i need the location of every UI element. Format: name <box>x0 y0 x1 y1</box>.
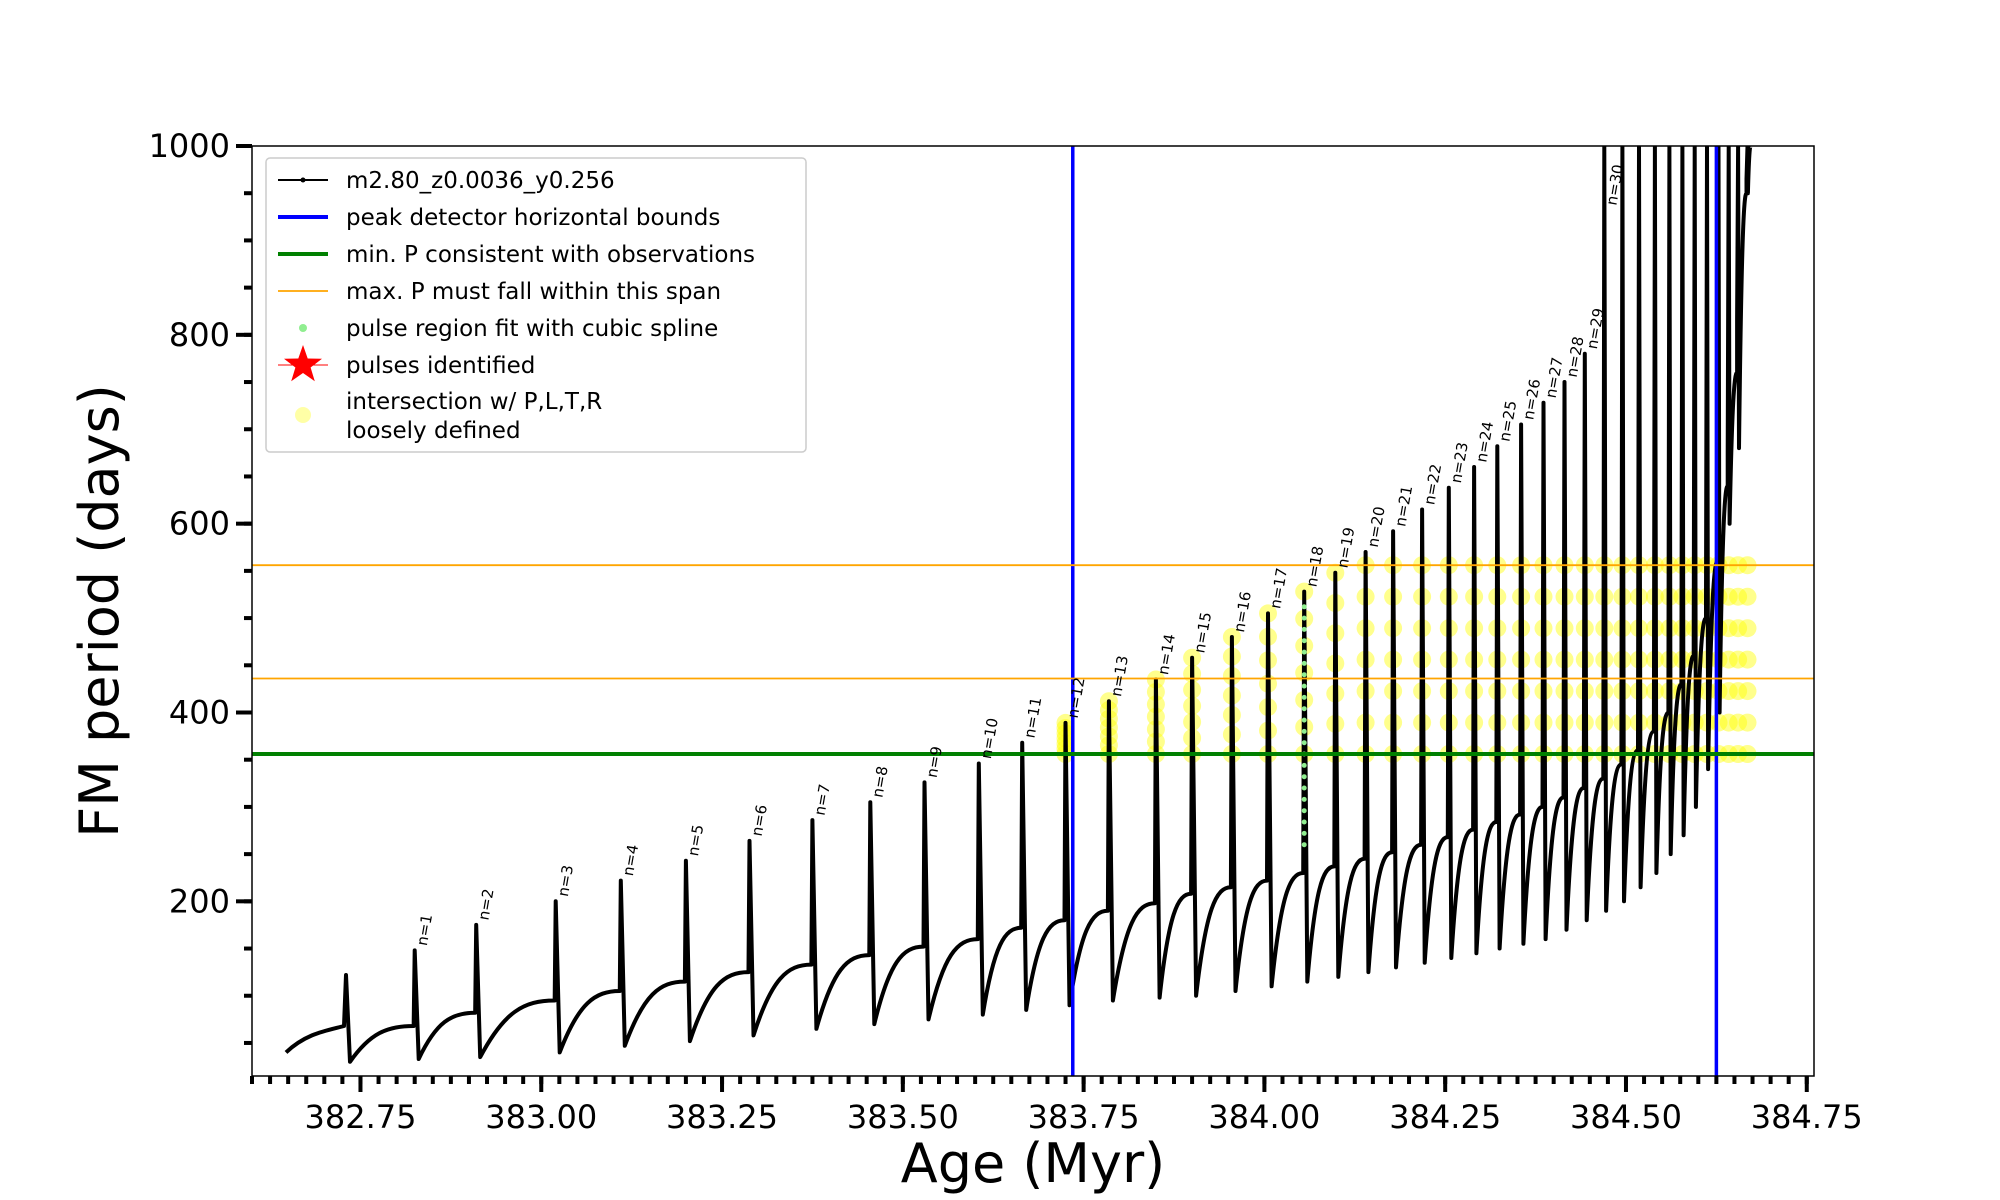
track-line <box>284 146 1753 1064</box>
loose-intersection-dot <box>1719 650 1738 669</box>
spline-fit-point <box>1301 672 1307 678</box>
y-axis-title: FM period (days) <box>68 384 131 838</box>
spline-fit-point <box>1301 762 1307 768</box>
reference-lines-layer <box>252 146 1814 1076</box>
x-tick-label: 383.50 <box>847 1098 959 1136</box>
spline-layer <box>1301 604 1307 848</box>
spline-fit-point <box>1301 728 1307 734</box>
pulse-label: n=5 <box>684 823 707 857</box>
loose-intersection-dot <box>1738 682 1757 701</box>
spline-fit-point <box>1301 706 1307 712</box>
spline-fit-point <box>1301 626 1307 632</box>
loose-intersection-dot <box>1729 650 1748 669</box>
spline-fit-point <box>1301 694 1307 700</box>
x-tick-label: 383.00 <box>485 1098 597 1136</box>
loose-intersection-dot <box>1729 682 1748 701</box>
legend-label: min. P consistent with observations <box>346 242 755 268</box>
spline-fit-point <box>1301 830 1307 836</box>
pulse-label: n=1 <box>413 913 436 947</box>
x-tick-label: 384.75 <box>1751 1098 1863 1136</box>
x-tick-label: 384.00 <box>1208 1098 1320 1136</box>
spline-fit-point <box>1301 785 1307 791</box>
legend-label: max. P must fall within this span <box>346 279 721 305</box>
loose-intersection-dot <box>1719 619 1738 638</box>
pulse-label: n=9 <box>923 745 946 779</box>
legend-box <box>265 157 807 453</box>
spline-fit-point <box>1301 615 1307 621</box>
y-tick-label: 600 <box>169 505 230 543</box>
loose-intersection-dot <box>1738 650 1757 669</box>
spline-fit-point <box>1301 683 1307 689</box>
y-tick-label: 800 <box>169 316 230 354</box>
loose-intersection-dot <box>1738 713 1757 732</box>
loose-intersection-dot <box>1719 682 1738 701</box>
pulse-label: n=4 <box>619 843 642 877</box>
x-axis-title: Age (Myr) <box>901 1132 1166 1195</box>
loose-intersection-dot <box>1719 587 1738 606</box>
legend-label: peak detector horizontal bounds <box>346 205 720 231</box>
spline-fit-point <box>1301 808 1307 814</box>
spline-fit-point <box>1301 649 1307 655</box>
loose-intersection-dot <box>1709 713 1728 732</box>
loose-intersection-dot <box>1729 587 1748 606</box>
spline-fit-point <box>1301 819 1307 825</box>
spline-fit-point <box>1301 717 1307 723</box>
legend-label: pulses identified <box>346 353 535 379</box>
legend-handle-dot <box>299 324 307 332</box>
pulse-label: n=7 <box>811 783 834 817</box>
plot-frame <box>251 145 1815 1077</box>
pulse-label: n=3 <box>554 864 577 898</box>
y-tick-label: 400 <box>169 693 230 731</box>
pulse-label: n=8 <box>869 765 892 799</box>
x-tick-label: 384.50 <box>1570 1098 1682 1136</box>
legend-handle-track-marker <box>300 177 306 183</box>
loose-intersection-dot <box>1719 713 1738 732</box>
x-tick-label: 383.25 <box>666 1098 778 1136</box>
legend-label: loosely defined <box>346 418 521 444</box>
spline-fit-point <box>1301 604 1307 610</box>
spline-fit-point <box>1301 638 1307 644</box>
spline-fit-point <box>1301 796 1307 802</box>
spline-fit-point <box>1301 740 1307 746</box>
loose-intersection-dot <box>1729 619 1748 638</box>
y-tick-label: 1000 <box>149 127 230 165</box>
loose-intersection-dot <box>1738 619 1757 638</box>
x-tick-label: 382.75 <box>304 1098 416 1136</box>
axes-layer: 382.75 383.00 383.25 383.50 383.75 384.00 384.… <box>149 127 1863 1136</box>
track-layer <box>284 146 1753 1064</box>
legend-label: m2.80_z0.0036_y0.256 <box>346 168 615 194</box>
x-tick-label: 384.25 <box>1389 1098 1501 1136</box>
pulse-label: n=2 <box>474 887 497 921</box>
loose-intersection-dot <box>1738 587 1757 606</box>
spline-fit-point <box>1301 660 1307 666</box>
y-tick-label: 200 <box>169 882 230 920</box>
loose-intersection-dot <box>1729 713 1748 732</box>
legend-label: pulse region fit with cubic spline <box>346 316 718 342</box>
spline-fit-point <box>1301 842 1307 848</box>
pulse-label: n=6 <box>748 803 771 837</box>
legend-handle-star <box>284 345 322 382</box>
x-tick-label: 383.75 <box>1028 1098 1140 1136</box>
legend-handle-big-dot <box>295 407 311 423</box>
spline-fit-point <box>1301 774 1307 780</box>
legend-label: intersection w/ P,L,T,R <box>346 389 602 415</box>
